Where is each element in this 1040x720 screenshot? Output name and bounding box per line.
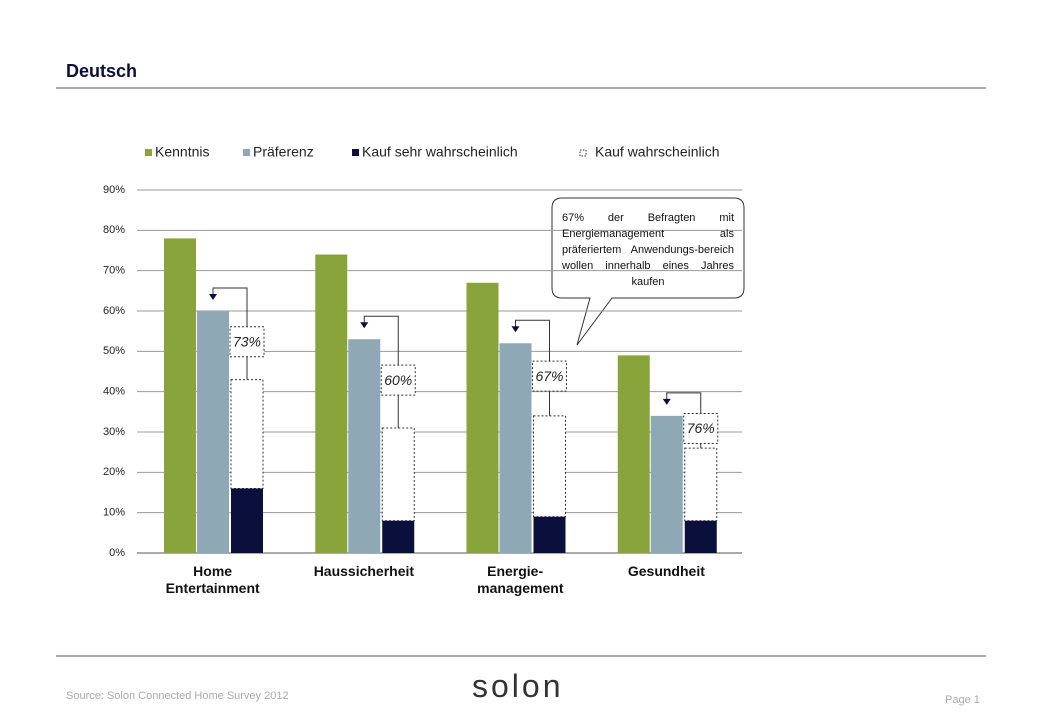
- x-tick-label: Home Entertainment: [165, 563, 260, 596]
- bracket-arrow: [662, 398, 671, 405]
- callout-text: 67% der Befragten mit Energiemanagement …: [562, 212, 734, 288]
- bar-dashed: [533, 415, 566, 518]
- annotation: 73%: [233, 333, 261, 349]
- y-tick-label: 80%: [103, 224, 125, 236]
- y-tick-label: 10%: [103, 507, 125, 519]
- bar: [617, 355, 650, 553]
- legend-label: Präferenz: [253, 144, 314, 160]
- bracket-arrow: [209, 294, 217, 300]
- annotation-box: [380, 364, 416, 396]
- bar: [348, 339, 381, 553]
- y-tick-label: 0%: [109, 547, 125, 559]
- bar-dashed: [230, 379, 264, 489]
- y-tick-label: 30%: [103, 426, 125, 438]
- y-tick-label: 20%: [103, 466, 125, 478]
- bar: [315, 254, 348, 554]
- legend-label: Kauf wahrscheinlich: [595, 144, 720, 160]
- annotation: 60%: [384, 372, 412, 388]
- y-tick-label: 90%: [103, 184, 125, 196]
- bar: [499, 343, 532, 553]
- bracket-arrow: [511, 326, 520, 333]
- legend-swatch: [243, 149, 250, 156]
- annotation: 67%: [535, 368, 563, 384]
- annotation-box: [683, 413, 719, 444]
- x-tick-label: Energie-management: [477, 563, 564, 596]
- bar: [382, 520, 415, 553]
- y-tick-label: 50%: [103, 345, 125, 357]
- source: Source: Solon Connected Home Survey 2012: [66, 690, 289, 702]
- legend-swatch: [145, 149, 152, 156]
- bar-dashed: [684, 447, 718, 522]
- callout-bubble: [551, 197, 745, 346]
- page-number: Page 1: [945, 694, 980, 706]
- bar: [533, 516, 566, 553]
- y-tick-label: 40%: [103, 386, 125, 398]
- bar: [164, 238, 196, 553]
- legend-label: Kauf sehr wahrscheinlich: [362, 144, 518, 160]
- bar: [466, 282, 499, 553]
- y-tick-label: 60%: [103, 305, 125, 317]
- bracket-arrow: [360, 322, 369, 329]
- bar: [197, 311, 229, 553]
- bar: [650, 415, 683, 553]
- x-tick-label: Haussicherheit: [313, 563, 415, 579]
- bar: [231, 488, 263, 553]
- annotation-box: [532, 360, 567, 392]
- bar: [684, 520, 717, 553]
- x-tick-label: Gesundheit: [627, 563, 705, 579]
- y-tick-label: 70%: [103, 265, 125, 277]
- bar-dashed: [381, 427, 415, 522]
- legend-swatch: [579, 149, 587, 157]
- annotation: 76%: [687, 420, 715, 436]
- logo: solon: [472, 668, 564, 704]
- page-title: Deutsch: [66, 61, 138, 81]
- legend-swatch: [352, 149, 359, 156]
- legend-label: Kenntnis: [155, 144, 209, 160]
- annotation-box: [229, 326, 265, 358]
